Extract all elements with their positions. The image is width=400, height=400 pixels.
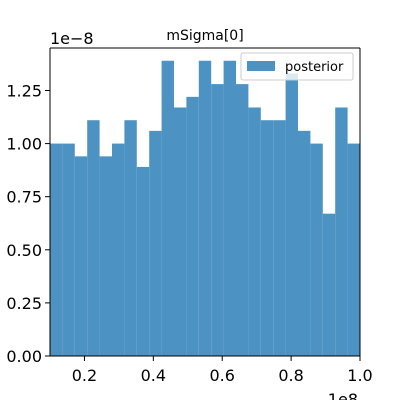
- histogram-bar: [260, 120, 274, 356]
- x-tick-label: 0.2: [72, 366, 97, 385]
- chart-title: mSigma[0]: [166, 28, 243, 44]
- histogram-bar: [310, 143, 323, 356]
- y-tick-label: 0.50: [6, 241, 42, 260]
- y-tick-label: 1.25: [6, 81, 42, 100]
- x-tick-label: 0.8: [278, 366, 303, 385]
- histogram-bar: [99, 156, 112, 356]
- histogram-bar: [186, 96, 199, 357]
- histogram-bar: [74, 156, 88, 356]
- histogram-bar: [161, 60, 174, 357]
- histogram-bar: [124, 120, 137, 356]
- x-tick-label: 0.6: [209, 366, 234, 385]
- histogram-bar: [285, 73, 298, 356]
- axes: [49, 47, 361, 357]
- histogram-bar: [236, 84, 249, 356]
- x-tick-label: 0.4: [141, 366, 166, 385]
- legend-box: [240, 52, 354, 81]
- histogram-bar: [248, 107, 261, 356]
- y-axis-multiplier: 1e−8: [50, 29, 94, 48]
- histogram-bar: [87, 120, 100, 356]
- histogram-bar: [174, 107, 187, 356]
- histogram-bar: [62, 143, 75, 356]
- histogram-bar: [322, 213, 336, 356]
- histogram-bar: [112, 143, 125, 356]
- histogram-bar: [223, 60, 236, 357]
- histogram-bar: [273, 120, 286, 356]
- y-tick-label: 0.75: [6, 188, 42, 207]
- legend-swatch: [247, 61, 275, 71]
- y-axis-ticks: 0.00 0.25 0.50 0.75 1.00 1.25: [6, 81, 50, 366]
- histogram-bar: [198, 60, 212, 357]
- legend-label: posterior: [285, 60, 344, 75]
- histogram-bar: [347, 143, 360, 356]
- y-tick-label: 0.25: [6, 294, 42, 313]
- x-axis-ticks: 0.2 0.4 0.6 0.8 1.0: [72, 356, 373, 385]
- legend: posterior: [240, 52, 354, 81]
- histogram-bar: [211, 84, 224, 356]
- histogram-bars: [50, 60, 360, 357]
- histogram-bar: [298, 130, 311, 356]
- x-tick-label: 1.0: [347, 366, 372, 385]
- histogram-bar: [335, 107, 348, 356]
- y-tick-label: 1.00: [6, 135, 42, 154]
- histogram-bar: [50, 143, 63, 356]
- histogram-bar: [149, 130, 162, 356]
- histogram-bar: [136, 166, 150, 356]
- x-axis-multiplier: 1e8: [328, 390, 358, 400]
- y-tick-label: 0.00: [6, 347, 42, 366]
